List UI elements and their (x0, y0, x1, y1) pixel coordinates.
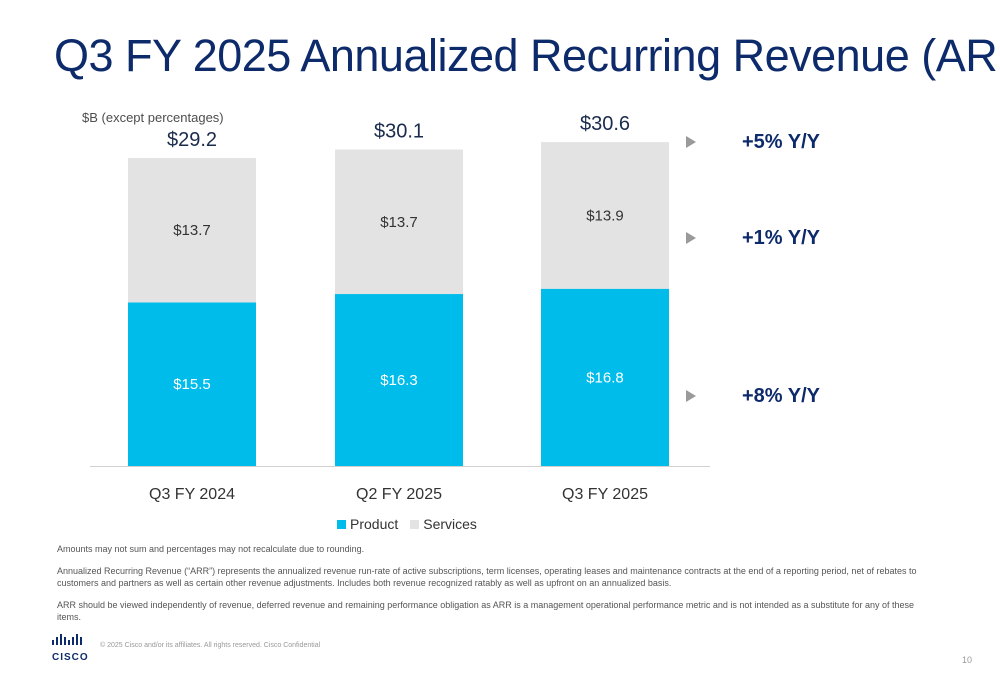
legend-swatch-services (410, 519, 420, 529)
unit-note: $B (except percentages) (82, 110, 224, 125)
data-label-services: $13.7 (380, 214, 418, 231)
footnotes: Amounts may not sum and percentages may … (57, 543, 937, 633)
data-label-total: $29.2 (167, 129, 217, 151)
data-label-product: $16.3 (380, 372, 418, 389)
data-label-total: $30.1 (374, 121, 424, 143)
data-label-product: $15.5 (173, 376, 211, 393)
data-label-total: $30.6 (580, 113, 630, 135)
bar-product (335, 294, 463, 466)
yoy-services-label: +1% Y/Y (742, 226, 821, 249)
yoy-total: +5% Y/Y (686, 130, 820, 154)
legend-label-product: Product (350, 516, 399, 532)
page-number: 10 (962, 655, 973, 665)
legend-item-services: Services (410, 516, 477, 532)
footnote: Amounts may not sum and percentages may … (57, 544, 365, 554)
x-tick-label: Q3 FY 2025 (562, 486, 648, 503)
cisco-logo: CISCO (52, 633, 89, 663)
data-label-services: $13.7 (173, 222, 211, 239)
yoy-product: +8% Y/Y (686, 384, 820, 408)
yoy-total-label: +5% Y/Y (742, 130, 821, 153)
bar-product (128, 302, 256, 466)
legend-item-product: Product (337, 516, 398, 532)
bar-product (541, 288, 669, 466)
chart-legend: Product Services (337, 516, 489, 532)
yoy-product-label: +8% Y/Y (742, 384, 821, 407)
legend-swatch-product (337, 519, 346, 529)
cisco-bars-icon (52, 634, 82, 645)
yoy-arrow-icon (686, 390, 696, 402)
yoy-arrow-icon (686, 232, 696, 244)
data-label-product: $16.8 (586, 369, 624, 386)
copyright-footer: © 2025 Cisco and/or its affiliates. All … (100, 642, 321, 649)
legend-label-services: Services (423, 516, 477, 532)
bar-services (335, 149, 463, 295)
yoy-arrow-icon (686, 136, 696, 148)
bar-services (541, 142, 669, 289)
footnote: Annualized Recurring Revenue (“ARR”) rep… (57, 566, 917, 588)
footnote: ARR should be viewed independently of re… (57, 600, 915, 622)
bar-services (128, 157, 256, 303)
page-title: Q3 FY 2025 Annualized Recurring Revenue … (54, 30, 1000, 81)
yoy-services: +1% Y/Y (686, 226, 820, 250)
x-tick-label: Q3 FY 2024 (149, 486, 235, 503)
logo-wordmark: CISCO (52, 652, 89, 663)
x-tick-label: Q2 FY 2025 (356, 486, 442, 503)
data-label-services: $13.9 (586, 207, 624, 224)
